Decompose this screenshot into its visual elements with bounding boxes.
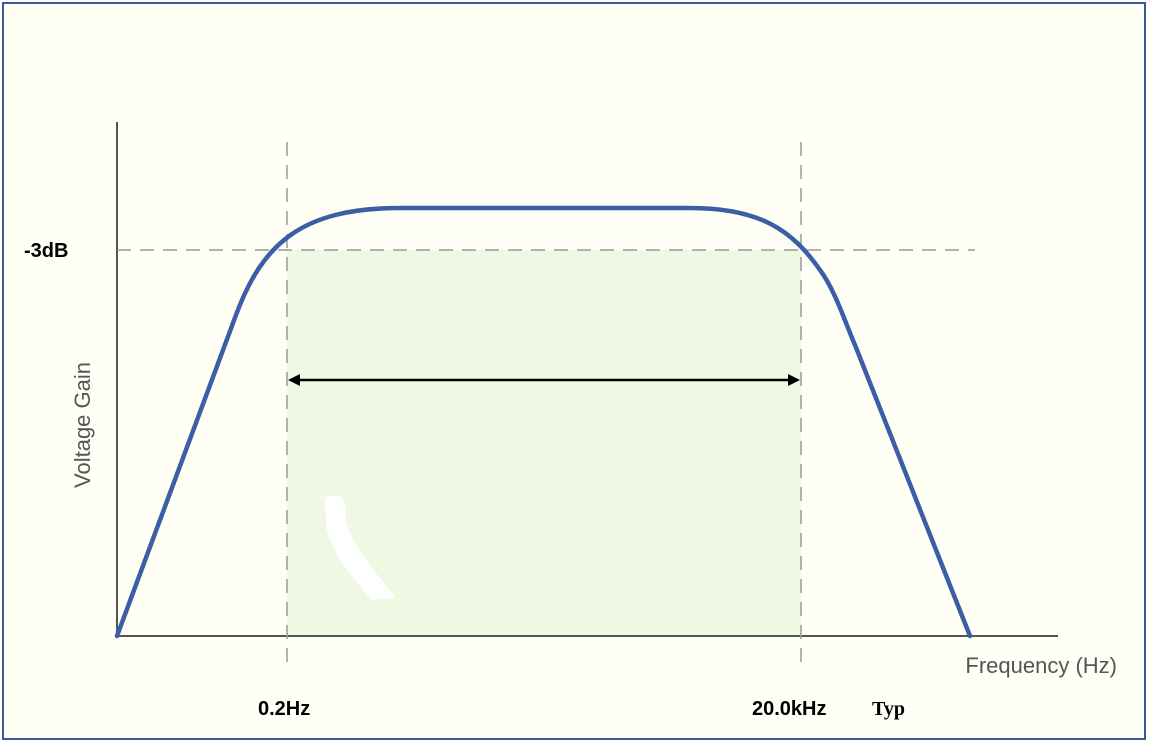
highlight-artifact: [325, 495, 395, 600]
typ-label: Typ: [872, 698, 905, 720]
response-curve: [114, 205, 973, 639]
high-cutoff-label: 20.0kHz: [752, 698, 827, 720]
low-cutoff-label: 0.2Hz: [258, 698, 310, 720]
y-axis-label: Voltage Gain: [70, 362, 95, 488]
minus-3db-label: -3dB: [24, 240, 68, 262]
x-axis-label: Frequency (Hz): [965, 653, 1117, 678]
